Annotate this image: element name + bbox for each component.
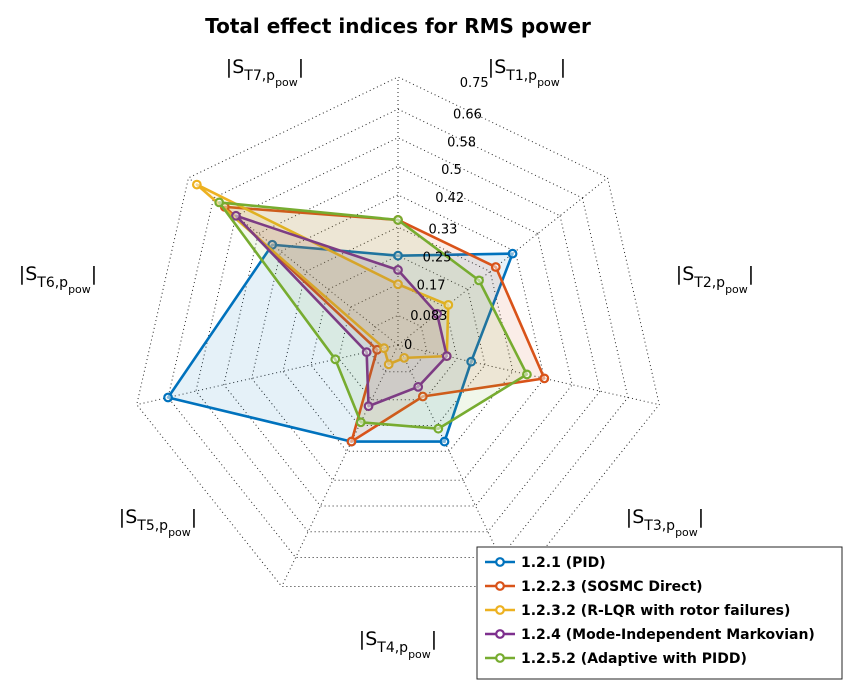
series-1 [163, 239, 518, 447]
legend: 1.2.1 (PID) 1.2.2.3 (SOSMC Direct) 1.2.3.2… [476, 546, 843, 680]
grid-spoke [281, 344, 399, 587]
legend-marker [495, 653, 505, 663]
legend-label: 1.2.4 (Mode-Independent Markovian) [521, 627, 815, 643]
series-line [217, 201, 529, 431]
data-point [441, 351, 452, 362]
data-point [393, 265, 403, 275]
data-point [383, 359, 394, 370]
grid-ring [282, 226, 514, 452]
grid-spoke [136, 344, 399, 406]
data-point [417, 391, 428, 402]
axis-label: |ST1,ppow| [488, 56, 566, 89]
data-point [474, 275, 484, 286]
data-point [393, 215, 403, 225]
grid-ring [136, 76, 660, 587]
series-line [195, 183, 450, 366]
legend-marker [495, 605, 505, 615]
grid-ring [310, 255, 486, 426]
legend-label: 1.2.2.3 (SOSMC Direct) [521, 579, 703, 595]
data-point [267, 239, 278, 250]
data-point [413, 381, 424, 392]
grid-ring [338, 283, 458, 401]
data-point [355, 417, 366, 428]
data-point [379, 343, 389, 354]
legend-entry: 1.2.5.2 (Adaptive with PIDD) [485, 651, 747, 667]
series-fill [235, 215, 447, 407]
radial-tick-labels: 0 0.083 0.17 0.25 0.33 0.42 0.5 0.58 0.66 0.75 [404, 76, 489, 353]
tick-label: 0 [404, 338, 412, 353]
data-point [214, 197, 225, 208]
series-fill [196, 184, 449, 365]
tick-label: 0.083 [410, 309, 447, 324]
series-line [234, 214, 449, 408]
grid-spoke [188, 177, 399, 346]
data-point [393, 279, 403, 290]
grid-ring [223, 165, 573, 507]
data-point [433, 423, 444, 434]
tick-label: 0.25 [423, 251, 452, 266]
series-3 [191, 179, 454, 370]
series-fill [168, 244, 513, 442]
data-point [346, 436, 357, 447]
series-4 [231, 210, 452, 412]
legend-marker [495, 581, 505, 591]
data-point [539, 373, 550, 384]
legend-marker [495, 629, 505, 639]
legend-entry: 1.2.4 (Mode-Independent Markovian) [485, 627, 815, 643]
data-point [393, 250, 403, 261]
series-layer [163, 179, 550, 447]
legend-label: 1.2.1 (PID) [521, 555, 606, 571]
tick-label: 0.17 [417, 279, 446, 294]
data-point [522, 369, 532, 380]
legend-marker [495, 557, 505, 567]
axis-label: |ST6,ppow| [19, 263, 97, 296]
data-point [163, 392, 173, 403]
legend-box [476, 546, 843, 680]
legend-entry: 1.2.3.2 (R-LQR with rotor failures) [485, 603, 790, 619]
axis-label: |ST5,ppow| [119, 506, 197, 539]
tick-label: 0.5 [441, 163, 462, 178]
grid-ring [167, 108, 629, 558]
grid-spoke [397, 177, 608, 346]
data-point [231, 210, 241, 221]
tick-label: 0.75 [460, 76, 489, 91]
tick-label: 0.58 [447, 135, 476, 150]
axis-label: |ST3,ppow| [626, 506, 704, 539]
axis-labels: |ST1,ppow| |ST2,ppow| |ST3,ppow| |ST4,ppow|… [19, 56, 754, 661]
data-point [466, 356, 477, 367]
chart-title: Total effect indices for RMS power [205, 14, 591, 38]
data-point [399, 352, 410, 363]
legend-entry: 1.2.1 (PID) [485, 555, 606, 571]
axis-label: |ST4,ppow| [359, 628, 437, 661]
series-line [166, 243, 514, 443]
grid-spoke [397, 344, 660, 406]
series-fill [224, 206, 545, 442]
legend-label: 1.2.5.2 (Adaptive with PIDD) [521, 651, 747, 667]
tick-label: 0.42 [435, 191, 464, 206]
data-point [330, 354, 341, 365]
data-point [432, 308, 443, 319]
data-point [361, 347, 372, 358]
data-point [490, 262, 501, 272]
axis-label: |ST7,ppow| [226, 56, 304, 89]
tick-label: 0.66 [453, 107, 482, 122]
legend-entry: 1.2.2.3 (SOSMC Direct) [485, 579, 703, 595]
data-point [439, 436, 450, 447]
tick-label: 0.33 [429, 223, 458, 238]
series-5 [214, 197, 532, 434]
data-point [507, 248, 518, 259]
data-point [191, 179, 202, 190]
data-point [443, 300, 454, 310]
axis-label: |ST2,ppow| [676, 263, 754, 296]
legend-label: 1.2.3.2 (R-LQR with rotor failures) [521, 603, 790, 619]
data-point [363, 401, 374, 412]
